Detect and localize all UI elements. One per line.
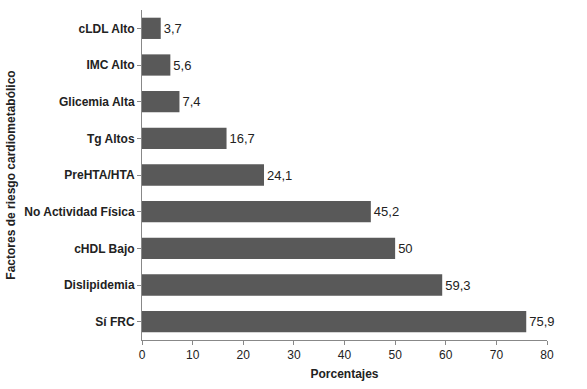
svg-text:45,2: 45,2: [374, 204, 399, 219]
svg-text:0: 0: [139, 348, 146, 362]
svg-text:Dislipidemia: Dislipidemia: [64, 278, 135, 292]
svg-text:75,9: 75,9: [529, 314, 554, 329]
svg-text:30: 30: [287, 348, 301, 362]
svg-text:50: 50: [398, 241, 412, 256]
svg-text:Sí FRC: Sí FRC: [95, 315, 135, 329]
svg-text:80: 80: [540, 348, 554, 362]
svg-text:No Actividad Física: No Actividad Física: [24, 205, 135, 219]
svg-text:24,1: 24,1: [267, 168, 292, 183]
svg-text:Glicemia Alta: Glicemia Alta: [59, 95, 135, 109]
svg-text:50: 50: [388, 348, 402, 362]
svg-text:10: 10: [186, 348, 200, 362]
svg-text:cHDL Bajo: cHDL Bajo: [74, 242, 134, 256]
svg-text:IMC Alto: IMC Alto: [86, 58, 134, 72]
svg-text:7,4: 7,4: [182, 94, 200, 109]
svg-text:PreHTA/HTA: PreHTA/HTA: [64, 168, 135, 182]
svg-text:60: 60: [439, 348, 453, 362]
svg-text:59,3: 59,3: [445, 278, 470, 293]
svg-text:Porcentajes: Porcentajes: [310, 367, 378, 381]
svg-text:40: 40: [338, 348, 352, 362]
svg-text:20: 20: [237, 348, 251, 362]
svg-text:5,6: 5,6: [173, 58, 191, 73]
svg-text:16,7: 16,7: [230, 131, 255, 146]
svg-text:Factores de riesgo cardiometab: Factores de riesgo cardiometabólico: [4, 70, 18, 279]
svg-text:cLDL Alto: cLDL Alto: [79, 22, 135, 36]
svg-text:70: 70: [490, 348, 504, 362]
svg-text:Tg Altos: Tg Altos: [87, 132, 135, 146]
svg-text:3,7: 3,7: [164, 21, 182, 36]
